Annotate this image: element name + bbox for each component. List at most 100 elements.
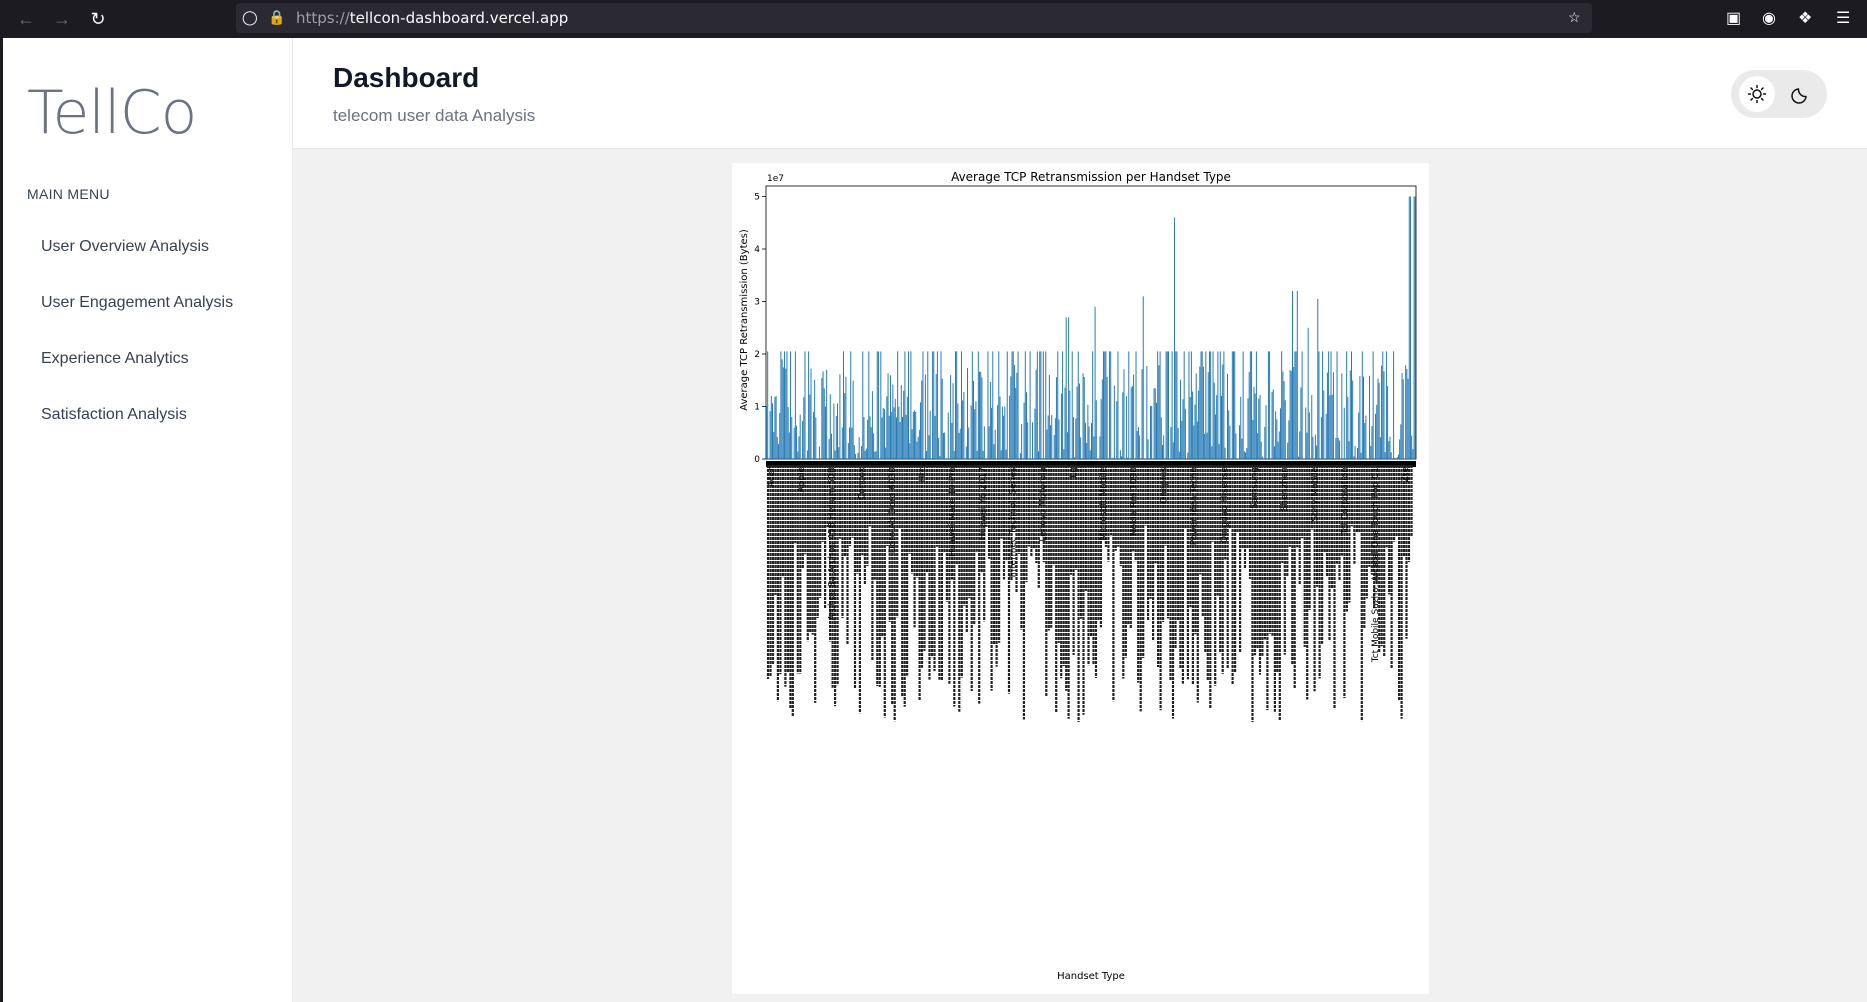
bar [1053, 434, 1055, 459]
bar [812, 412, 814, 459]
brand-logo[interactable]: TellCo [27, 78, 197, 148]
bar [952, 383, 954, 459]
extensions-icon[interactable]: ❖ [1798, 10, 1813, 27]
bar [1205, 351, 1207, 459]
bar [1128, 351, 1130, 459]
bar [1064, 387, 1066, 459]
bar [1308, 412, 1310, 459]
bar [914, 410, 916, 459]
dark-mode-button[interactable] [1783, 76, 1819, 112]
bar [1149, 406, 1151, 459]
sidebar-item-satisfaction-analysis[interactable]: Satisfaction Analysis [41, 406, 187, 423]
sidebar-item-user-engagement[interactable]: User Engagement Analysis [41, 294, 234, 311]
bar [1234, 351, 1236, 459]
bar [1026, 392, 1027, 459]
url-scheme: https:// [296, 9, 350, 27]
sidebar-item-experience-analytics[interactable]: Experience Analytics [41, 350, 189, 367]
bar [1065, 317, 1067, 460]
bar [1122, 392, 1124, 459]
bar [864, 450, 866, 459]
bar [953, 450, 955, 459]
bar [963, 392, 965, 459]
bar [829, 394, 831, 459]
bar [1077, 351, 1079, 459]
bar [1342, 458, 1344, 459]
bar [1160, 417, 1162, 459]
x-tick-label: Qingdao Hisense [1220, 467, 1230, 543]
bar [1369, 375, 1371, 459]
page-subtitle: telecom user data Analysis [333, 106, 536, 125]
light-mode-button[interactable] [1739, 76, 1775, 112]
bar [1176, 351, 1178, 459]
bar [1329, 395, 1331, 459]
bar [1103, 351, 1104, 459]
bar [993, 444, 995, 459]
bar [1298, 456, 1299, 459]
back-icon[interactable]: ← [17, 8, 35, 29]
bar [1106, 376, 1108, 459]
x-tick-label: Zte [1401, 467, 1411, 483]
bar [1357, 448, 1358, 459]
bar [868, 351, 870, 459]
bar [1363, 376, 1364, 459]
bar [1056, 377, 1058, 459]
bookmark-star-icon[interactable]: ☆ [1568, 9, 1581, 25]
bar [1407, 378, 1409, 459]
bar [770, 396, 772, 459]
bar [1158, 365, 1160, 459]
bar [1214, 414, 1216, 459]
bar [1032, 422, 1033, 460]
bar [1038, 451, 1039, 459]
bar [1027, 422, 1029, 460]
bar [1289, 369, 1291, 459]
reload-icon[interactable]: ↻ [90, 8, 106, 29]
bar [1194, 404, 1196, 459]
bar [1358, 412, 1360, 459]
bar [1015, 388, 1017, 459]
bar [1112, 457, 1114, 459]
shield-icon[interactable]: ◯ [242, 9, 258, 25]
bar [867, 419, 869, 459]
bars-group [766, 196, 1416, 460]
bar [934, 415, 936, 459]
bar [790, 351, 792, 459]
bar [1254, 393, 1256, 459]
bar [1057, 351, 1059, 459]
sidebar-item-user-overview[interactable]: User Overview Analysis [41, 238, 210, 255]
bar [791, 416, 793, 459]
bar [1273, 446, 1275, 459]
bar [1006, 351, 1008, 459]
bar [1080, 437, 1082, 459]
bar [1381, 365, 1383, 459]
bar [1127, 457, 1129, 459]
bar [891, 412, 893, 459]
bar [1045, 351, 1047, 459]
bar [1394, 457, 1396, 459]
bar [1093, 436, 1095, 459]
pocket-icon[interactable]: ▣ [1726, 10, 1742, 27]
bar [1141, 369, 1143, 459]
bar [927, 351, 929, 459]
bar [1322, 351, 1324, 459]
account-icon[interactable]: ◉ [1762, 10, 1776, 27]
bar [1131, 386, 1133, 459]
address-bar[interactable]: ◯ 🔒 https://tellcon-dashboard.vercel.app… [236, 3, 1592, 33]
lock-icon[interactable]: 🔒 [268, 9, 286, 25]
bar [1338, 440, 1340, 459]
bar [1272, 389, 1274, 459]
bar [1089, 450, 1091, 459]
bar [971, 351, 973, 459]
menu-icon[interactable]: ☰ [1836, 10, 1851, 27]
bar [1201, 351, 1203, 459]
bar [1387, 386, 1389, 459]
bar [935, 373, 937, 459]
bar [1017, 351, 1019, 459]
url-text[interactable]: https://tellcon-dashboard.vercel.app [296, 9, 568, 27]
y-multiplier-label: 1e7 [767, 174, 784, 184]
x-tick-label: Microsoft Mobile [1099, 467, 1109, 541]
forward-icon[interactable]: → [53, 8, 71, 29]
bar [781, 359, 783, 460]
x-tick-label: Archos Sa Archos 45B Helium 50B [827, 467, 837, 621]
bar [958, 432, 960, 459]
bar [1275, 411, 1277, 459]
